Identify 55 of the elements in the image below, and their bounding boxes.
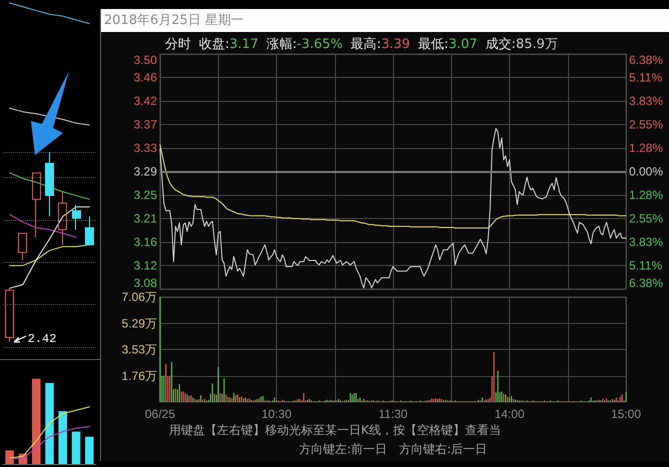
text: 用键盘【左右键】移动光标至某一日K线，按【空格键】查看当 bbox=[169, 423, 501, 438]
y-tick-label: 3.42 bbox=[134, 94, 158, 108]
y2-tick-label: 3.83% bbox=[629, 94, 664, 108]
x-tick-label: 06/25 bbox=[144, 407, 176, 421]
y2-tick-label: 6.38% bbox=[629, 53, 664, 67]
chart-title: 2018年6月25日 星期一 bbox=[104, 12, 244, 29]
candlestick bbox=[85, 216, 94, 246]
x-tick-label: 11:30 bbox=[378, 407, 408, 421]
bar bbox=[72, 432, 80, 464]
candlestick bbox=[58, 191, 67, 246]
y-tick-label: 3.53万 bbox=[122, 342, 157, 356]
text: 涨幅:-3.65% bbox=[266, 37, 343, 52]
candlestick bbox=[72, 204, 81, 230]
candlestick bbox=[5, 288, 14, 342]
y2-tick-label: 3.83% bbox=[629, 235, 664, 250]
y-tick-label: 5.29万 bbox=[122, 316, 157, 330]
y2-tick-label: 2.55% bbox=[629, 211, 664, 226]
bar bbox=[5, 450, 14, 464]
candlestick bbox=[45, 152, 54, 217]
text: 收盘:3.17 bbox=[199, 37, 258, 52]
x-tick-label: 14:00 bbox=[494, 407, 525, 421]
text: 成交:85.9万 bbox=[485, 37, 558, 52]
y-tick-label: 3.50 bbox=[134, 53, 158, 67]
bar bbox=[45, 383, 54, 464]
bar bbox=[85, 436, 94, 464]
y-tick-label: 3.37 bbox=[134, 118, 158, 132]
annotation: 2.42 bbox=[28, 332, 56, 346]
y-tick-label: 3.33 bbox=[134, 141, 158, 155]
y-tick-label: 7.06万 bbox=[122, 290, 157, 304]
y-tick-label: 1.76万 bbox=[122, 368, 157, 383]
line-series bbox=[160, 144, 626, 229]
y2-tick-label: 5.11% bbox=[629, 70, 662, 84]
candlestick bbox=[32, 172, 41, 238]
y2-tick-label: 6.38% bbox=[629, 276, 664, 290]
x-tick-label: 10:30 bbox=[261, 407, 292, 421]
text: 分时 bbox=[165, 37, 191, 52]
y-tick-label: 3.21 bbox=[134, 212, 158, 226]
text: 最低:3.07 bbox=[418, 37, 478, 52]
y-tick-label: 3.12 bbox=[134, 258, 158, 272]
bar bbox=[58, 411, 68, 464]
text: 方向键左:前一日 方向键右:后一日 bbox=[299, 442, 488, 457]
y2-tick-label: 0.00% bbox=[629, 164, 664, 178]
y2-tick-label: 5.11% bbox=[629, 258, 662, 273]
y-tick-label: 3.25 bbox=[134, 188, 158, 202]
y-tick-label: 3.08 bbox=[134, 276, 158, 290]
y2-tick-label: 1.28% bbox=[629, 140, 664, 155]
y2-tick-label: 1.28% bbox=[629, 188, 664, 202]
x-tick-label: 15:00 bbox=[610, 407, 642, 421]
y2-tick-label: 2.55% bbox=[629, 118, 664, 132]
candlestick bbox=[18, 232, 27, 260]
text: 最高:3.39 bbox=[350, 37, 410, 52]
y-tick-label: 3.29 bbox=[134, 164, 158, 178]
y-tick-label: 3.16 bbox=[134, 235, 158, 249]
y-tick-label: 3.46 bbox=[134, 70, 158, 84]
bar bbox=[32, 378, 40, 464]
